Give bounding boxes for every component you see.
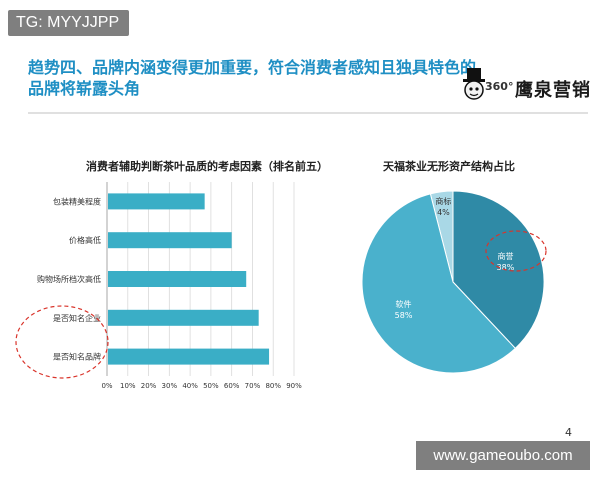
highlight-callout (15, 305, 109, 379)
x-tick-label: 30% (162, 382, 178, 390)
x-tick-label: 70% (245, 382, 261, 390)
slice-name-label: 商标 (435, 196, 451, 206)
bar (108, 232, 232, 249)
category-label: 价格高低 (69, 235, 101, 245)
tg-tag: TG: MYYJJPP (8, 10, 130, 36)
x-tick-label: 0% (101, 382, 112, 390)
bar (108, 348, 270, 365)
x-tick-label: 40% (182, 382, 198, 390)
x-tick-label: 80% (265, 382, 281, 390)
x-tick-label: 90% (286, 382, 302, 390)
header-divider (28, 112, 588, 114)
top-hat-mascot-icon (463, 68, 485, 100)
category-label: 包装精美程度 (53, 196, 101, 206)
x-tick-label: 10% (120, 382, 136, 390)
slice-name-label: 商誉 (497, 251, 513, 261)
category-label: 是否知名企业 (53, 313, 101, 323)
bar-chart: 0% 10% 20% 30% 40% 50% 60% 70% 80% 90% 包装精美程度价格高低购… (15, 182, 302, 390)
highlight-callout (485, 230, 547, 272)
bar (108, 271, 247, 287)
pie-slice (452, 190, 545, 350)
headline: 趋势四、品牌内涵变得更加重要，符合消费者感知且独具特色的 品牌将崭露头角 (28, 57, 477, 99)
site-watermark: www.gameoubo.com (416, 441, 590, 470)
bar-chart-title: 消费者辅助判断茶叶品质的考虑因素（排名前五） (86, 160, 328, 173)
pie-chart: 商标 4% 商誉 38% 软件 58% (361, 190, 547, 374)
logo-text: 鹰泉营销 (515, 80, 591, 101)
slice-value-label: 58% (395, 311, 413, 320)
pie-slice (361, 193, 517, 374)
page-number: 4 (565, 426, 572, 439)
headline-line-2: 品牌将崭露头角 (28, 79, 141, 98)
logo-prefix: 360° (485, 80, 514, 93)
pie-chart-title: 天福茶业无形资产结构占比 (383, 160, 515, 173)
headline-line-1: 趋势四、品牌内涵变得更加重要，符合消费者感知且独具特色的 (28, 58, 477, 77)
x-tick-label: 50% (203, 382, 219, 390)
slice-value-label: 4% (437, 208, 450, 217)
bar (108, 309, 259, 326)
x-tick-label: 20% (141, 382, 157, 390)
category-label: 购物场所档次高低 (37, 274, 101, 284)
x-tick-label: 60% (224, 382, 240, 390)
slice-name-label: 软件 (396, 299, 412, 309)
category-label: 是否知名品牌 (53, 352, 101, 362)
slice-value-label: 38% (497, 263, 515, 272)
brand-logo: 360° 鹰泉营销 (460, 66, 590, 106)
bar (108, 193, 205, 210)
